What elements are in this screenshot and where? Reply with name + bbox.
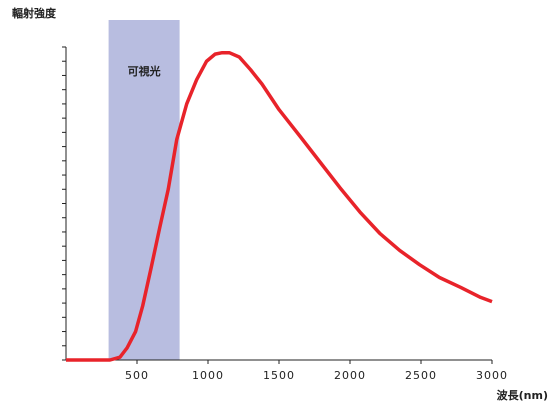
x-tick-label: 1000 xyxy=(192,369,224,382)
x-tick-label: 500 xyxy=(125,369,149,382)
y-axis-label: 輻射強度 xyxy=(12,6,57,20)
x-tick-label: 1500 xyxy=(263,369,295,382)
x-tick-label: 2500 xyxy=(405,369,437,382)
x-tick-label: 3000 xyxy=(476,369,508,382)
spectrum-line xyxy=(66,50,493,362)
x-axis-label: 波長(nm) xyxy=(497,388,548,402)
x-tick-label: 2000 xyxy=(334,369,366,382)
band-label: 可視光 xyxy=(128,64,161,78)
